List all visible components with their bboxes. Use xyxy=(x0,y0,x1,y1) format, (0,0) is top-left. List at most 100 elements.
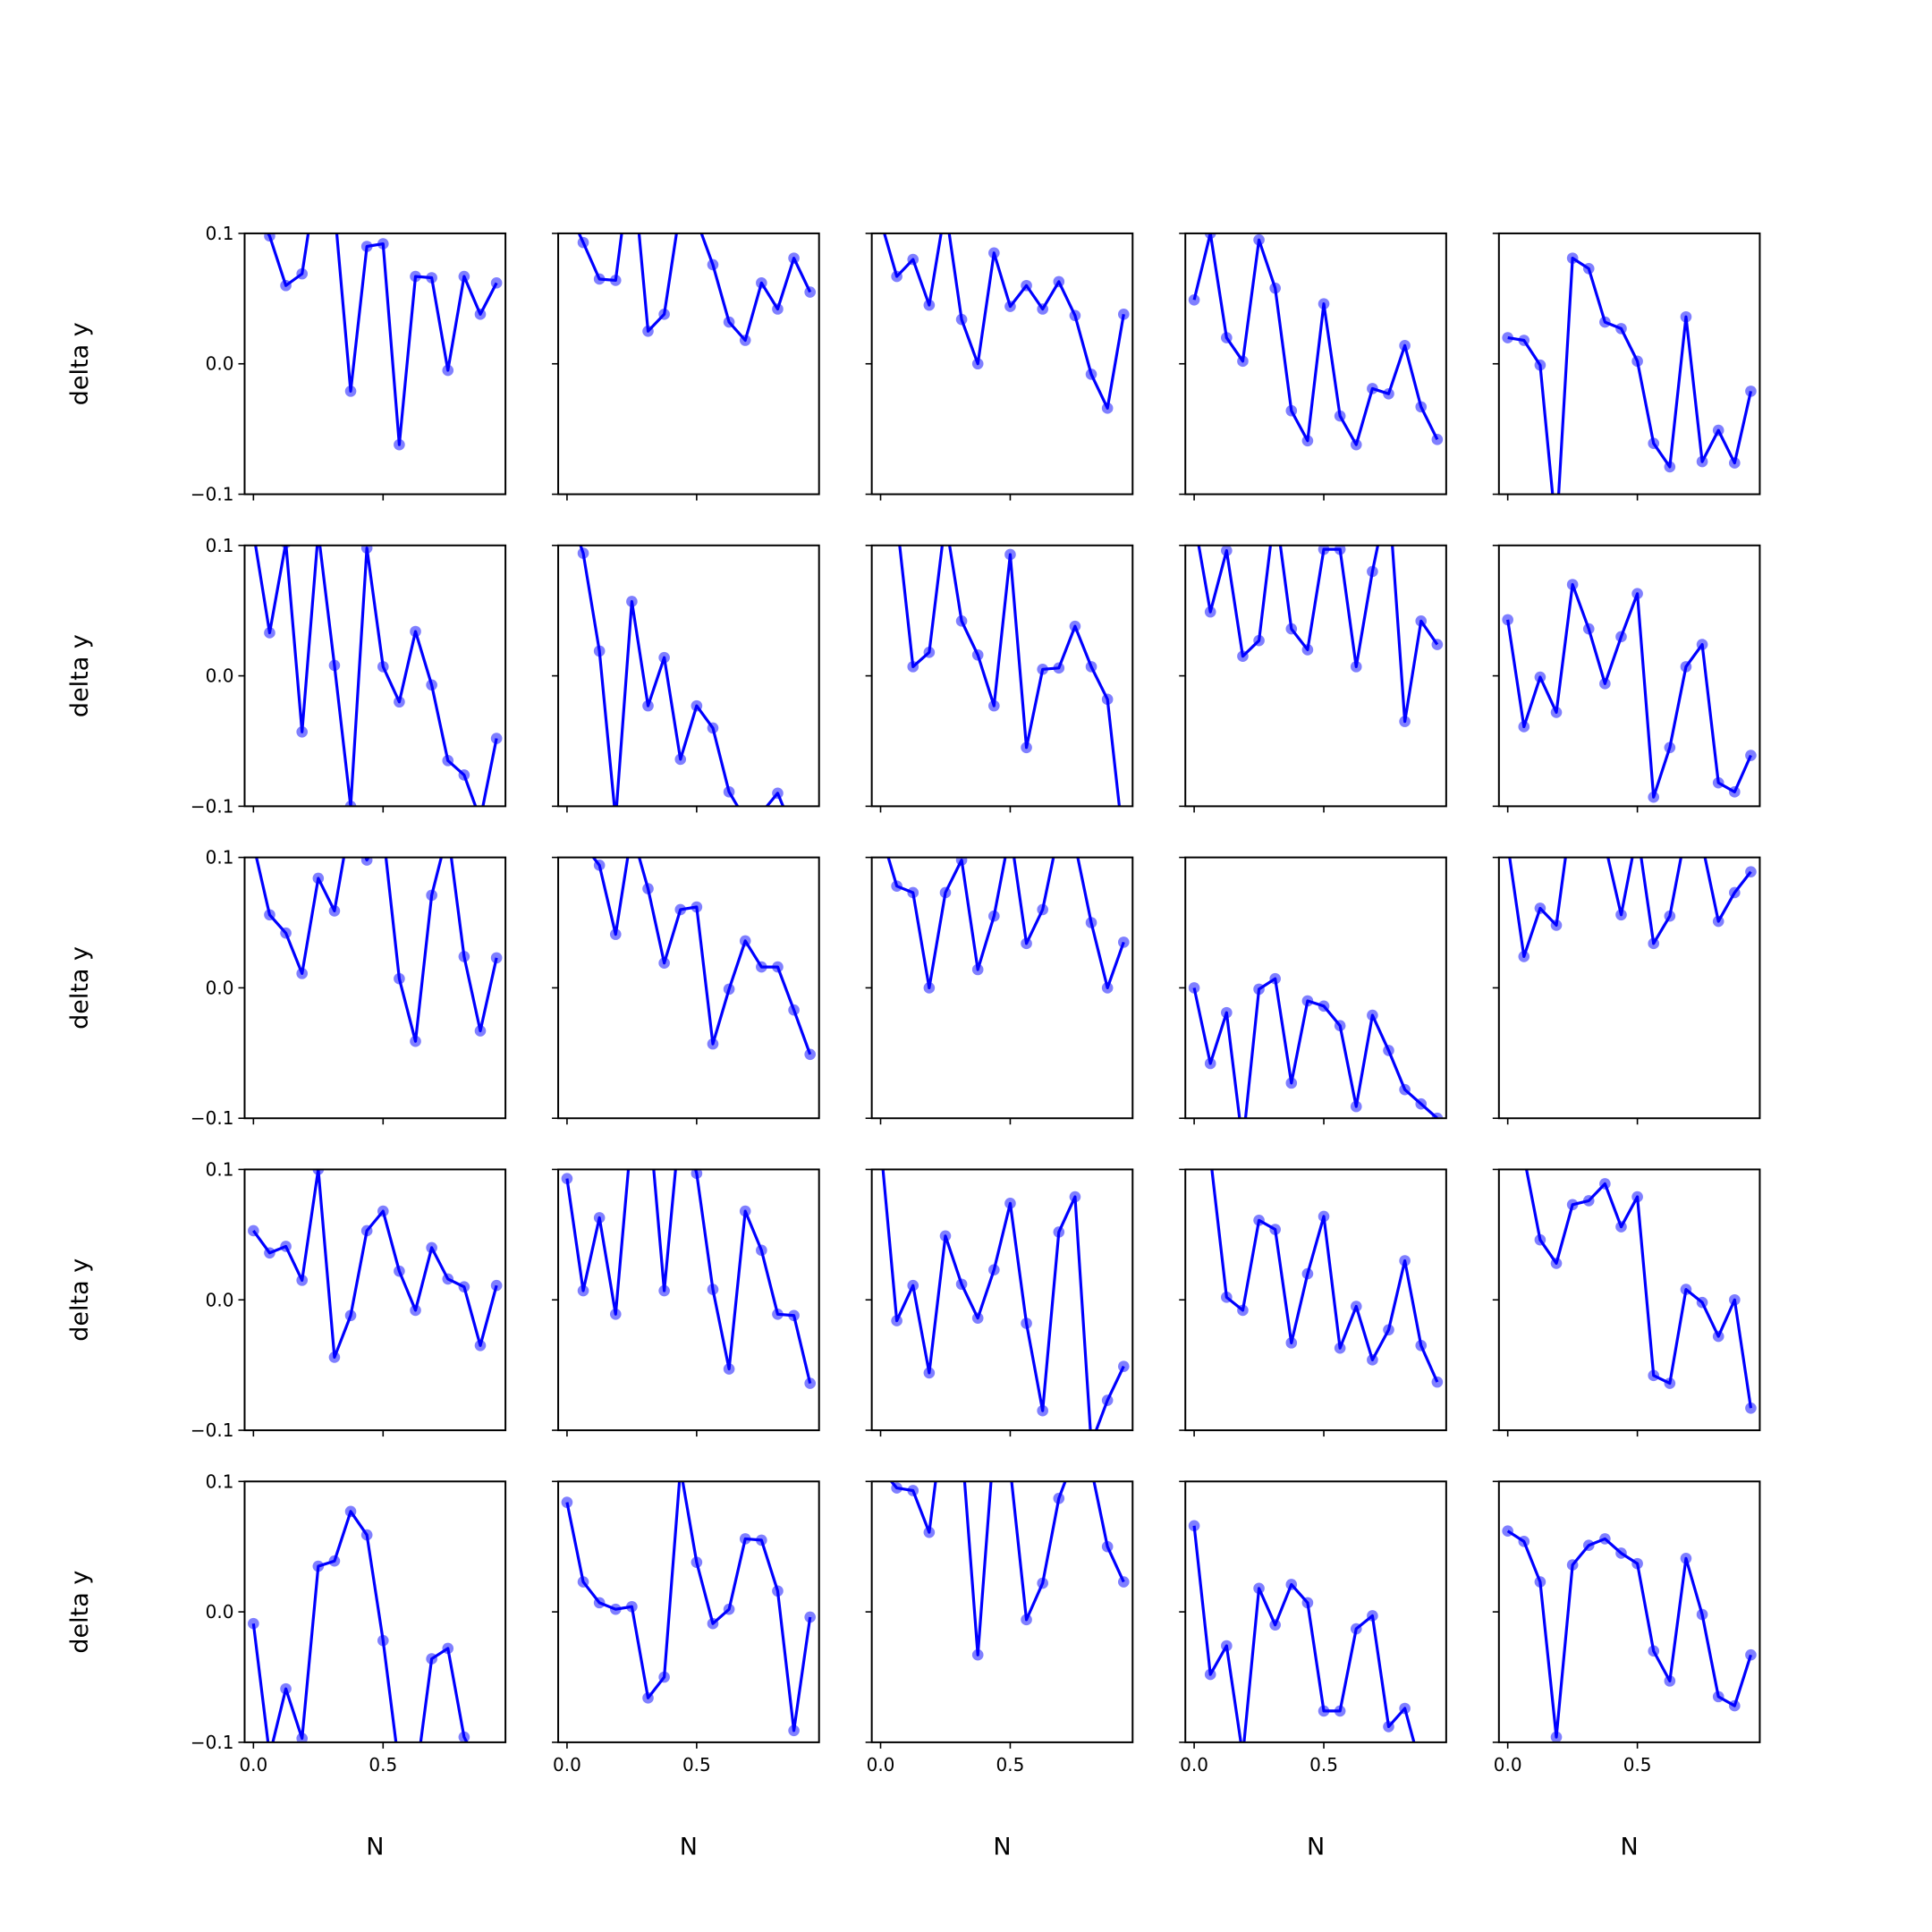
data-point xyxy=(923,299,936,311)
data-point xyxy=(577,1284,589,1297)
data-point xyxy=(891,1315,902,1326)
data-point xyxy=(1502,1525,1513,1537)
data-point xyxy=(1221,332,1233,343)
data-point xyxy=(458,951,470,962)
data-point xyxy=(1615,323,1627,335)
data-point xyxy=(658,1671,670,1683)
data-point xyxy=(1334,545,1346,555)
data-point xyxy=(280,279,292,292)
data-line xyxy=(1508,857,1752,959)
plot-area xyxy=(886,857,1130,994)
subplot: 0.0 0.5 N xyxy=(1492,1480,1761,1861)
subplot xyxy=(865,544,1134,813)
data-point xyxy=(474,1339,487,1352)
data-point xyxy=(1518,951,1530,962)
plot-area xyxy=(248,1169,503,1363)
subplot xyxy=(1179,232,1447,501)
data-line xyxy=(251,1510,469,1742)
subplot: 0.0 0.5 N xyxy=(552,1480,820,1861)
data-point xyxy=(804,1377,816,1389)
data-point xyxy=(1534,1576,1546,1588)
data-point xyxy=(1285,623,1298,635)
data-point xyxy=(642,1692,654,1704)
data-point xyxy=(1237,355,1249,368)
plot-area xyxy=(591,857,816,1061)
data-point xyxy=(691,1169,703,1180)
data-point xyxy=(804,286,816,298)
data-point xyxy=(377,1205,389,1217)
plot-area xyxy=(1188,233,1444,451)
data-point xyxy=(442,755,454,767)
data-point xyxy=(658,309,670,320)
y-tick-label: −0.1 xyxy=(191,1107,234,1129)
subplot xyxy=(1492,856,1761,1125)
data-point xyxy=(1069,1191,1081,1203)
data-point xyxy=(593,860,606,871)
data-point xyxy=(490,733,503,744)
data-point xyxy=(723,316,735,328)
data-point xyxy=(923,647,936,658)
data-point xyxy=(1615,1547,1627,1559)
data-point xyxy=(1383,1045,1394,1056)
data-point xyxy=(1334,410,1346,422)
data-line xyxy=(1506,1530,1752,1739)
subplot: −0.1 0.0 0.1 delta y xyxy=(66,535,507,817)
data-point xyxy=(410,270,421,283)
data-point xyxy=(1712,1330,1724,1343)
data-line xyxy=(579,545,785,807)
data-point xyxy=(1021,1614,1032,1626)
data-point xyxy=(296,725,308,738)
plot-area xyxy=(1502,1525,1757,1742)
x-axis-label: N xyxy=(366,1834,384,1861)
y-tick-label: 0.0 xyxy=(206,665,234,687)
data-point xyxy=(1053,275,1065,288)
data-point xyxy=(458,1731,470,1742)
data-point xyxy=(1053,662,1065,674)
data-point xyxy=(1518,721,1530,733)
data-point xyxy=(772,961,784,973)
data-point xyxy=(1253,1215,1265,1226)
data-point xyxy=(1566,1559,1579,1571)
data-line xyxy=(266,233,498,446)
data-point xyxy=(1021,279,1032,292)
plot-area xyxy=(889,1481,1130,1661)
data-point xyxy=(1085,661,1097,673)
data-point xyxy=(1117,1576,1130,1588)
data-point xyxy=(1431,639,1444,650)
data-point xyxy=(1053,1226,1065,1238)
data-point xyxy=(1237,1304,1249,1317)
data-point xyxy=(344,1505,357,1518)
data-line xyxy=(254,545,498,807)
data-point xyxy=(296,968,308,979)
data-point xyxy=(1069,620,1081,632)
data-point xyxy=(1301,644,1314,656)
data-point xyxy=(410,625,421,638)
data-point xyxy=(923,1526,936,1538)
data-point xyxy=(739,935,751,947)
data-point xyxy=(691,1556,703,1568)
data-point xyxy=(1037,1577,1048,1589)
data-point xyxy=(1204,233,1216,240)
x-tick-label: 0.5 xyxy=(1309,1754,1338,1775)
y-tick-label: 0.0 xyxy=(206,1601,234,1623)
data-point xyxy=(1318,1000,1330,1013)
data-point xyxy=(1350,438,1362,451)
data-point xyxy=(788,1004,800,1016)
data-point xyxy=(1712,776,1724,789)
data-point xyxy=(312,1169,325,1175)
plot-area xyxy=(883,233,1130,414)
data-point xyxy=(264,233,275,242)
data-line xyxy=(1192,233,1439,446)
data-point xyxy=(1680,310,1692,323)
data-point xyxy=(377,238,389,250)
data-point xyxy=(426,1241,437,1254)
y-tick-label: 0.1 xyxy=(206,1470,234,1492)
data-point xyxy=(1021,1318,1032,1329)
data-point xyxy=(474,1025,487,1037)
data-point xyxy=(1285,1077,1298,1089)
data-point xyxy=(1188,293,1200,306)
data-point xyxy=(707,258,719,271)
subplot xyxy=(552,544,820,813)
